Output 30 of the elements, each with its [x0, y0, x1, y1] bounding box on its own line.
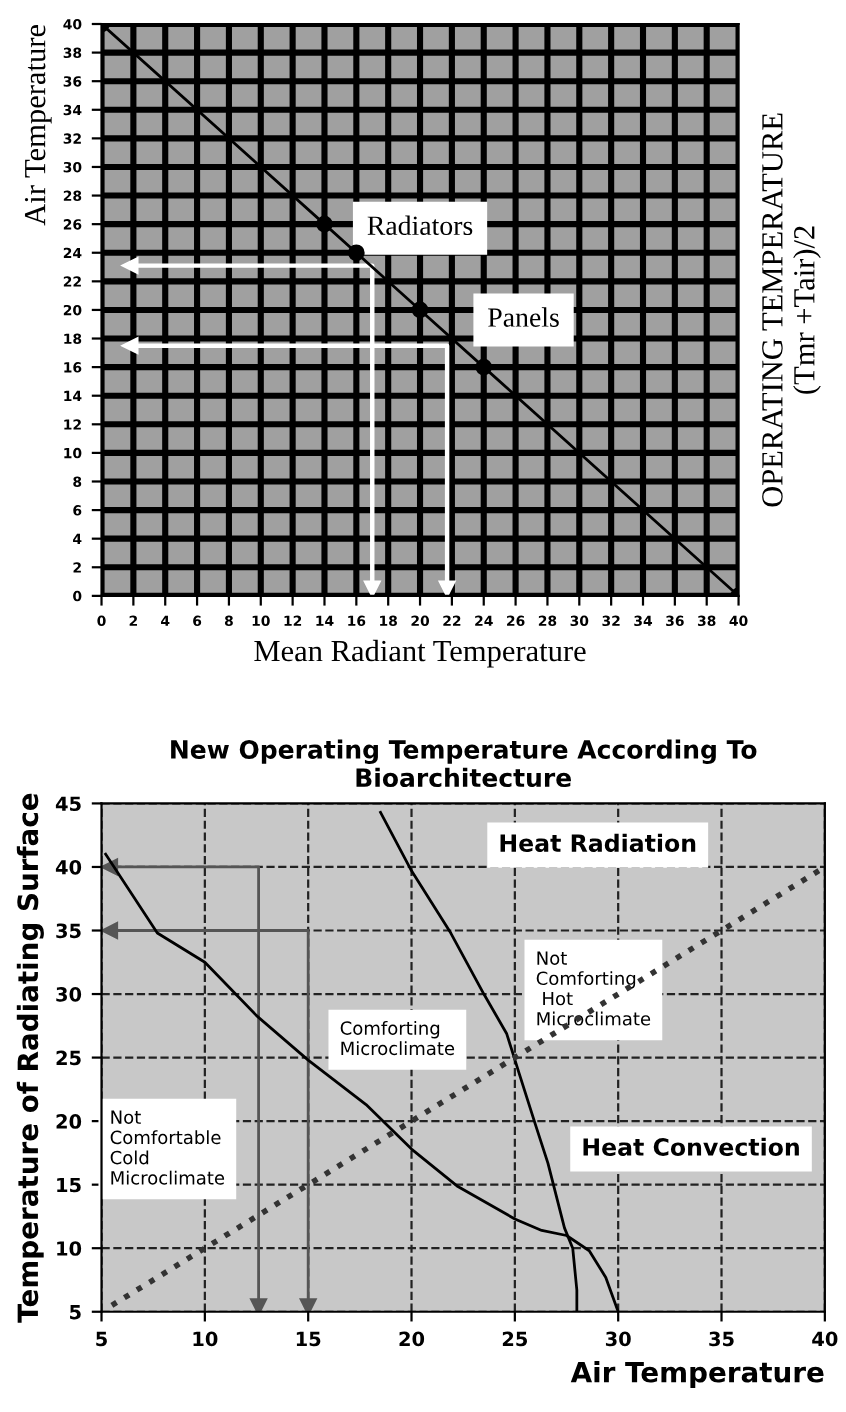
x-tick-label: 35	[709, 1331, 734, 1347]
y-tick-label: 15	[57, 1177, 81, 1193]
annotation: Panels	[488, 307, 559, 327]
x-axis-title: Mean Radiant Temperature	[254, 639, 586, 668]
x-tick-label: 10	[193, 1331, 218, 1347]
y-tick-label: 10	[57, 1241, 82, 1256]
y-tick-label: 35	[56, 923, 81, 939]
x-tick-label: 40	[812, 1331, 838, 1347]
y-tick-label: 30	[56, 987, 82, 1002]
y-tick-label: 20	[56, 1114, 82, 1129]
annotation: Heat Convection	[583, 1137, 799, 1156]
y-axis-title: Temperature of Radiating Surface	[16, 793, 44, 1323]
chart-title: New Operating Temperature According To Bioarchitecture	[171, 739, 757, 788]
x-tick-label: 20	[399, 1331, 425, 1347]
annotation: Comforting Microclimate	[340, 1020, 455, 1056]
annotation: Radiators	[367, 215, 473, 236]
y-axis-title: Air Temperature	[24, 25, 52, 226]
y-tick-label: 25	[56, 1050, 81, 1066]
y2-axis-title: OPERATING TEMPERATURE (Tmr +Tair)/2	[762, 113, 821, 507]
annotation: Not Comfortable Cold Microclimate	[110, 1110, 225, 1185]
y-tick-label: 45	[55, 796, 81, 812]
x-tick-label: 15	[296, 1331, 321, 1347]
x-tick-label: 25	[502, 1331, 528, 1347]
annotation: Not Comforting Hot Microclimate	[536, 951, 651, 1026]
x-axis-title: Air Temperature	[570, 1361, 824, 1389]
y-tick-label: 40	[55, 859, 82, 875]
annotation: Heat Radiation	[500, 833, 696, 852]
y-tick-label: 5	[70, 1304, 81, 1320]
x-tick-label: 30	[605, 1331, 631, 1347]
x-tick-label: 5	[96, 1331, 107, 1347]
